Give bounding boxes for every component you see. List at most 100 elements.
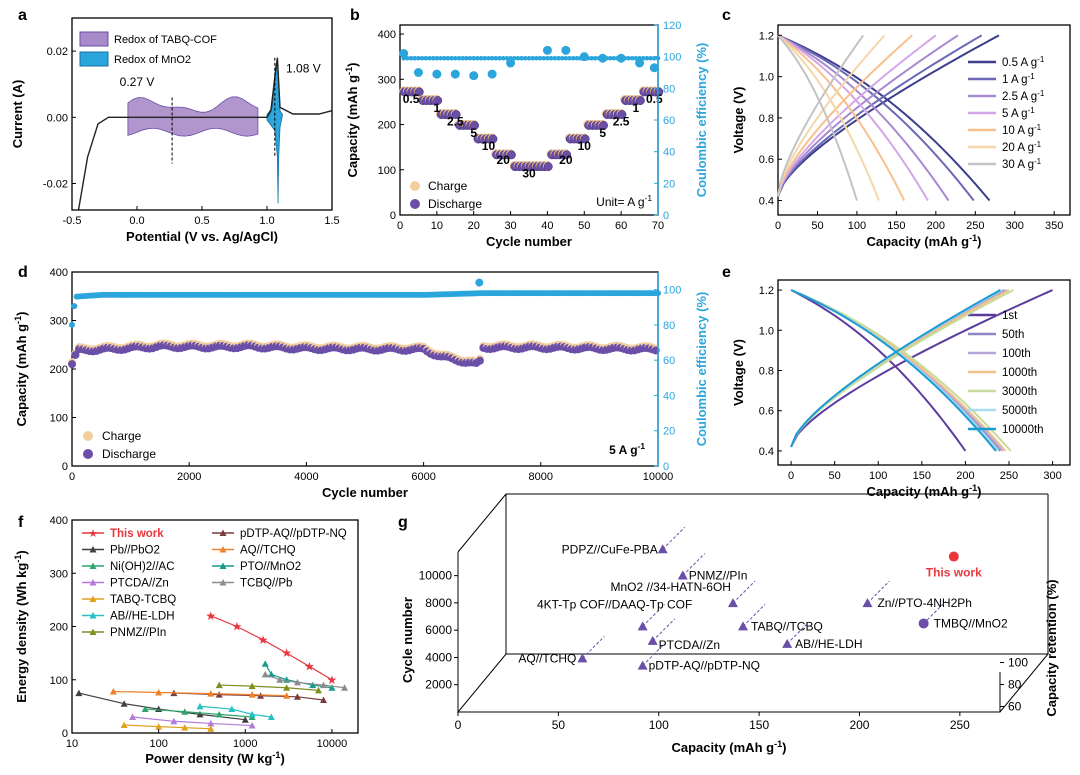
y2-tick-label: 60 [663,355,675,367]
y-tick-label: 0 [62,461,68,473]
legend-marker [219,546,227,553]
triangle-marker [314,686,322,694]
star-marker: ★ [232,620,243,634]
triangle-marker [120,700,128,707]
x-tick-label: 1.5 [324,215,339,227]
ce-point [478,55,484,61]
y-tick-label: 200 [50,364,68,376]
y-tick-label: 400 [50,515,68,527]
rate-label: 1 [434,101,441,115]
discharge-point [617,110,627,120]
y-tick-label: 1.2 [759,30,774,42]
point-label: AB//HE-LDH [795,637,862,651]
ce-outlier-point [616,53,626,63]
legend-label: PTCDA//Zn [110,578,169,590]
z-tick-label: 100 [1008,656,1028,670]
data-marker [637,660,648,670]
ce-outlier-point [450,69,460,79]
triangle-marker [181,708,189,715]
ce-point [607,55,613,61]
discharge-point [580,134,590,144]
x-axis-label: Capacity (mAh g-1) [866,233,981,249]
discharge-point [470,120,479,130]
ce-outlier-point [487,69,497,79]
triangle-marker [141,705,149,713]
discharge-point [635,96,645,105]
triangle-marker [207,690,215,697]
ce-point [523,55,528,61]
y2-axis-label: Coulombic efficiency (%) [694,292,709,447]
ce-outlier-point [432,69,442,79]
legend-label-discharge: Discharge [102,447,156,461]
rate-label: 0.5 [403,92,420,106]
drop-line [582,636,605,659]
data-marker [577,653,588,663]
y-tick-label: 100 [50,413,68,425]
discharge-point [475,356,484,365]
x-tick-label: 70 [652,220,664,232]
x-tick-label: -0.5 [63,215,82,227]
legend-marker [89,579,97,586]
discharge-curve [777,34,906,201]
x-tick-label: 10 [431,220,443,232]
drop-line [642,643,665,666]
ce-point [416,55,421,61]
z-tick-label: 80 [1008,678,1022,692]
ce-outlier-point [542,45,552,55]
discharge-point [488,134,498,144]
drop-line [732,580,756,604]
triangle-marker [261,660,269,667]
y-axis-label: Current (A) [10,80,25,149]
x-tick-label: 250 [950,718,970,732]
drop-line [642,604,665,627]
y-tick-label: 1.0 [759,72,774,84]
triangle-marker [129,713,137,721]
legend-marker-charge [410,181,420,191]
x-tick-label: 0 [775,220,781,232]
y2-tick-label: 0 [663,210,669,222]
ce-point [559,55,565,61]
legend-label: Ni(OH)2//AC [110,561,175,573]
discharge-point [506,150,516,160]
legend-marker-discharge [83,449,93,459]
star-marker: ★ [304,659,315,673]
x-tick-label: 40 [541,220,553,232]
unit-note: Unit= A g-1 [596,193,652,209]
x-tick-label: 2000 [177,471,201,483]
ce-point [497,55,502,61]
discharge-curve [777,34,975,202]
drop-line [652,618,676,642]
legend-marker-charge [83,431,93,441]
x-tick-label: 10 [66,738,78,750]
drop-line [786,621,810,645]
ce-point [430,55,436,61]
panel-a-cv-chart: 0.27 V 1.08 V -0.5 0.0 0.5 1.0 1.5 -0.02 0.00 0.0… [10,17,340,244]
discharge-point [71,350,80,359]
triangle-marker [207,719,215,727]
x-tick-label: 250 [966,220,984,232]
star-marker: ★ [205,609,216,623]
rate-label: 20 [497,153,511,167]
panel-letter-g: g [398,514,408,531]
discharge-point [599,120,608,130]
ce-point [482,55,488,61]
point-label: MnO2 //34-HATN-6OH [610,580,730,594]
triangle-marker [293,678,301,686]
x-tick-label: 200 [849,718,869,732]
x-tick-label: 150 [913,470,931,482]
star-marker: ★ [327,673,338,687]
legend-swatch-mno2 [79,51,109,67]
ce-point [471,55,477,61]
y-axis-label: Cycle number [400,597,415,683]
ce-outlier-point [598,53,608,63]
legend-label: 20 A g-1 [1002,140,1042,155]
ce-point [570,55,576,61]
ce-point [438,55,443,61]
ce-outlier-point [506,58,516,68]
y-tick-label: 200 [378,120,396,132]
ce-point [434,55,440,61]
y-axis-label: Energy density (Wh kg-1) [13,550,29,703]
y-tick-label: 0.8 [759,365,774,377]
ce-point [423,55,429,61]
